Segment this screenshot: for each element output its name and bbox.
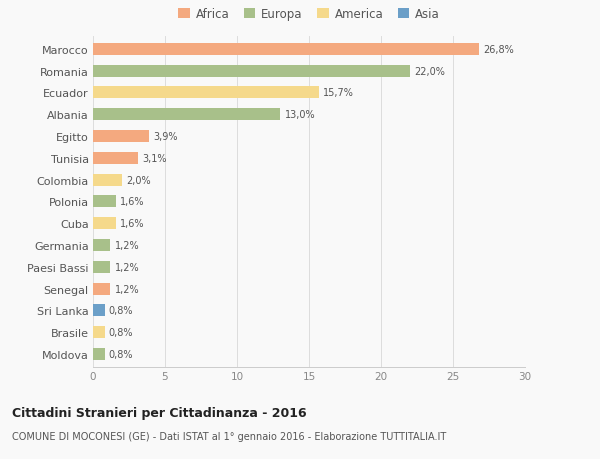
Text: 0,8%: 0,8%	[109, 306, 133, 316]
Text: 22,0%: 22,0%	[414, 67, 445, 77]
Bar	[93, 348, 104, 360]
Bar	[93, 240, 110, 252]
Text: Cittadini Stranieri per Cittadinanza - 2016: Cittadini Stranieri per Cittadinanza - 2…	[12, 406, 307, 419]
Text: 1,6%: 1,6%	[121, 197, 145, 207]
Text: 1,6%: 1,6%	[121, 218, 145, 229]
Text: 1,2%: 1,2%	[115, 241, 139, 251]
Bar	[93, 174, 122, 186]
Bar	[93, 152, 137, 164]
Text: 15,7%: 15,7%	[323, 88, 354, 98]
Text: COMUNE DI MOCONESI (GE) - Dati ISTAT al 1° gennaio 2016 - Elaborazione TUTTITALI: COMUNE DI MOCONESI (GE) - Dati ISTAT al …	[12, 431, 446, 442]
Text: 26,8%: 26,8%	[483, 45, 514, 55]
Bar	[93, 305, 104, 317]
Bar	[93, 44, 479, 56]
Text: 2,0%: 2,0%	[126, 175, 151, 185]
Bar	[93, 326, 104, 338]
Bar	[93, 261, 110, 273]
Bar	[93, 196, 116, 208]
Legend: Africa, Europa, America, Asia: Africa, Europa, America, Asia	[178, 8, 440, 21]
Text: 3,1%: 3,1%	[142, 153, 166, 163]
Bar	[93, 283, 110, 295]
Text: 13,0%: 13,0%	[284, 110, 315, 120]
Bar	[93, 66, 410, 78]
Text: 0,8%: 0,8%	[109, 327, 133, 337]
Text: 1,2%: 1,2%	[115, 284, 139, 294]
Text: 1,2%: 1,2%	[115, 262, 139, 272]
Text: 3,9%: 3,9%	[154, 132, 178, 142]
Bar	[93, 218, 116, 230]
Bar	[93, 87, 319, 99]
Bar	[93, 131, 149, 143]
Bar	[93, 109, 280, 121]
Text: 0,8%: 0,8%	[109, 349, 133, 359]
